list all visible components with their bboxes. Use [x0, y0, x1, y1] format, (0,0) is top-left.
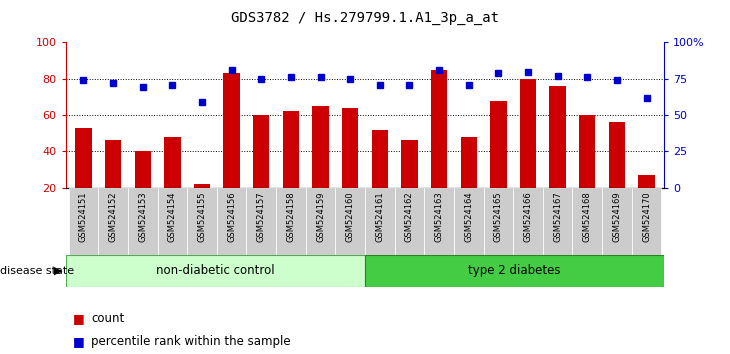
Bar	[99, 188, 128, 257]
Bar	[158, 188, 187, 257]
Text: count: count	[91, 312, 125, 325]
Text: GSM524161: GSM524161	[375, 191, 384, 242]
Bar	[253, 115, 269, 224]
Bar	[572, 188, 602, 257]
Bar	[602, 188, 631, 257]
Text: ▶: ▶	[53, 266, 62, 276]
Bar	[454, 188, 483, 257]
Text: GSM524154: GSM524154	[168, 191, 177, 241]
Bar	[491, 101, 507, 224]
Bar	[164, 137, 180, 224]
Bar	[579, 115, 596, 224]
Bar	[513, 188, 543, 257]
Bar	[431, 70, 447, 224]
Bar	[372, 130, 388, 224]
Text: type 2 diabetes: type 2 diabetes	[469, 264, 561, 277]
Bar	[638, 175, 655, 224]
Text: ■: ■	[73, 312, 89, 325]
Bar	[105, 141, 121, 224]
Bar	[520, 79, 536, 224]
Bar	[69, 188, 99, 257]
Text: GSM524159: GSM524159	[316, 191, 325, 241]
Text: GSM524157: GSM524157	[257, 191, 266, 242]
Bar	[631, 188, 661, 257]
Bar	[461, 137, 477, 224]
Text: GSM524164: GSM524164	[464, 191, 473, 242]
Text: GSM524158: GSM524158	[286, 191, 296, 242]
Text: GSM524155: GSM524155	[198, 191, 207, 241]
Bar	[424, 188, 454, 257]
Text: GSM524168: GSM524168	[583, 191, 592, 242]
Text: GSM524162: GSM524162	[405, 191, 414, 242]
Text: GSM524170: GSM524170	[642, 191, 651, 242]
Bar	[66, 255, 365, 287]
Text: disease state: disease state	[0, 266, 74, 276]
Bar	[543, 188, 572, 257]
Bar	[550, 86, 566, 224]
Text: GSM524167: GSM524167	[553, 191, 562, 242]
Bar	[283, 112, 299, 224]
Text: GDS3782 / Hs.279799.1.A1_3p_a_at: GDS3782 / Hs.279799.1.A1_3p_a_at	[231, 11, 499, 25]
Bar	[128, 188, 158, 257]
Bar	[483, 188, 513, 257]
Text: GSM524169: GSM524169	[612, 191, 621, 242]
Bar	[217, 188, 247, 257]
Bar	[365, 255, 664, 287]
Text: GSM524153: GSM524153	[138, 191, 147, 242]
Bar	[276, 188, 306, 257]
Text: ■: ■	[73, 335, 89, 348]
Text: GSM524156: GSM524156	[227, 191, 236, 242]
Bar	[223, 73, 239, 224]
Text: GSM524163: GSM524163	[434, 191, 444, 242]
Bar	[306, 188, 335, 257]
Bar	[335, 188, 365, 257]
Bar	[365, 188, 395, 257]
Text: GSM524166: GSM524166	[523, 191, 532, 242]
Bar	[312, 106, 328, 224]
Bar	[134, 152, 151, 224]
Text: non-diabetic control: non-diabetic control	[156, 264, 274, 277]
Text: percentile rank within the sample: percentile rank within the sample	[91, 335, 291, 348]
Text: GSM524152: GSM524152	[109, 191, 118, 241]
Bar	[395, 188, 424, 257]
Bar	[75, 128, 92, 224]
Text: GSM524160: GSM524160	[346, 191, 355, 242]
Text: GSM524165: GSM524165	[494, 191, 503, 242]
Bar	[194, 184, 210, 224]
Bar	[342, 108, 358, 224]
Bar	[247, 188, 276, 257]
Bar	[402, 141, 418, 224]
Text: GSM524151: GSM524151	[79, 191, 88, 241]
Bar	[187, 188, 217, 257]
Bar	[609, 122, 625, 224]
